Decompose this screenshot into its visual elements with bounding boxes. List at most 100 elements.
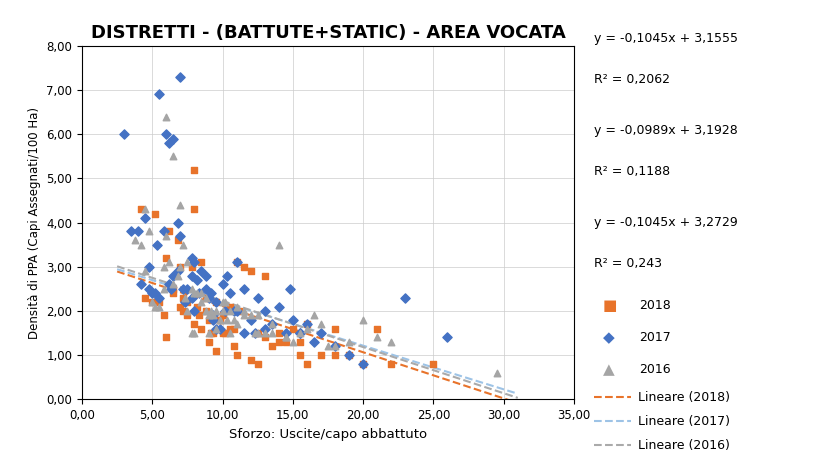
Point: [272, 303, 285, 310]
Point: [176, 241, 189, 248]
Point: [293, 330, 306, 337]
Point: [146, 298, 159, 306]
Point: [195, 325, 208, 332]
Point: [148, 303, 161, 310]
Point: [191, 276, 204, 284]
Point: [146, 298, 159, 306]
Point: [206, 312, 219, 319]
Point: [188, 166, 201, 173]
Point: [258, 325, 271, 332]
Point: [134, 281, 147, 288]
Point: [213, 316, 226, 324]
Point: [209, 298, 222, 306]
Point: [314, 352, 327, 359]
Point: [272, 338, 285, 346]
Point: [223, 303, 236, 310]
Text: ▲: ▲: [602, 362, 613, 377]
Point: [398, 294, 411, 302]
Point: [188, 259, 201, 266]
Text: y = -0,1045x + 3,2729: y = -0,1045x + 3,2729: [594, 216, 737, 229]
Point: [206, 330, 219, 337]
Point: [174, 232, 187, 240]
Point: [251, 360, 264, 368]
Point: [370, 334, 383, 341]
Y-axis label: Densità di PPA (Capi Assegnati/100 Ha): Densità di PPA (Capi Assegnati/100 Ha): [28, 106, 41, 339]
Point: [213, 316, 226, 324]
Point: [230, 308, 243, 315]
Point: [191, 290, 204, 297]
Point: [185, 263, 198, 270]
Point: [195, 298, 208, 306]
Point: [244, 316, 257, 324]
Point: [279, 338, 292, 346]
Point: [230, 259, 243, 266]
Point: [174, 303, 187, 310]
Point: [185, 285, 198, 292]
Point: [134, 206, 147, 213]
Point: [244, 356, 257, 363]
Point: [441, 334, 454, 341]
Point: [152, 294, 165, 302]
Point: [129, 236, 142, 244]
Point: [220, 272, 233, 279]
Text: y = -0,1045x + 3,1555: y = -0,1045x + 3,1555: [594, 32, 738, 45]
Point: [233, 308, 246, 315]
Point: [293, 352, 306, 359]
Point: [384, 338, 397, 346]
Point: [201, 316, 215, 324]
Title: DISTRETTI - (BATTUTE+STATIC) - AREA VOCATA: DISTRETTI - (BATTUTE+STATIC) - AREA VOCA…: [91, 23, 564, 42]
Point: [286, 338, 299, 346]
Point: [237, 263, 250, 270]
Point: [237, 330, 250, 337]
Point: [138, 214, 152, 222]
Text: 2016: 2016: [639, 363, 671, 376]
Point: [195, 259, 208, 266]
Point: [258, 334, 271, 341]
Point: [166, 281, 179, 288]
Point: [199, 308, 212, 315]
Point: [272, 241, 285, 248]
Point: [223, 325, 236, 332]
Point: [160, 130, 173, 138]
Text: Lineare (2016): Lineare (2016): [637, 439, 729, 452]
Point: [143, 285, 156, 292]
Point: [215, 298, 229, 306]
Point: [205, 308, 218, 315]
Point: [223, 308, 236, 315]
Point: [185, 294, 198, 302]
Point: [328, 325, 342, 332]
Point: [342, 338, 355, 346]
Point: [300, 320, 313, 328]
Point: [244, 312, 257, 319]
Point: [227, 308, 240, 315]
Point: [185, 272, 198, 279]
Text: 2018: 2018: [639, 299, 671, 312]
Point: [279, 334, 292, 341]
Point: [176, 294, 189, 302]
Point: [195, 268, 208, 275]
Point: [181, 298, 194, 306]
Point: [185, 330, 198, 337]
Point: [176, 285, 189, 292]
Point: [220, 316, 233, 324]
Point: [328, 352, 342, 359]
Point: [215, 308, 229, 315]
Point: [213, 316, 226, 324]
Point: [230, 320, 243, 328]
Point: [215, 330, 229, 337]
Point: [181, 285, 194, 292]
Point: [152, 298, 165, 306]
Point: [356, 360, 369, 368]
Point: [199, 308, 212, 315]
Point: [209, 325, 222, 332]
Point: [265, 320, 278, 328]
Point: [307, 338, 320, 346]
Point: [283, 285, 296, 292]
Point: [181, 259, 194, 266]
Point: [192, 290, 205, 297]
Point: [150, 241, 163, 248]
Point: [279, 330, 292, 337]
Text: Lineare (2018): Lineare (2018): [637, 391, 729, 403]
Point: [188, 320, 201, 328]
Point: [152, 91, 165, 98]
